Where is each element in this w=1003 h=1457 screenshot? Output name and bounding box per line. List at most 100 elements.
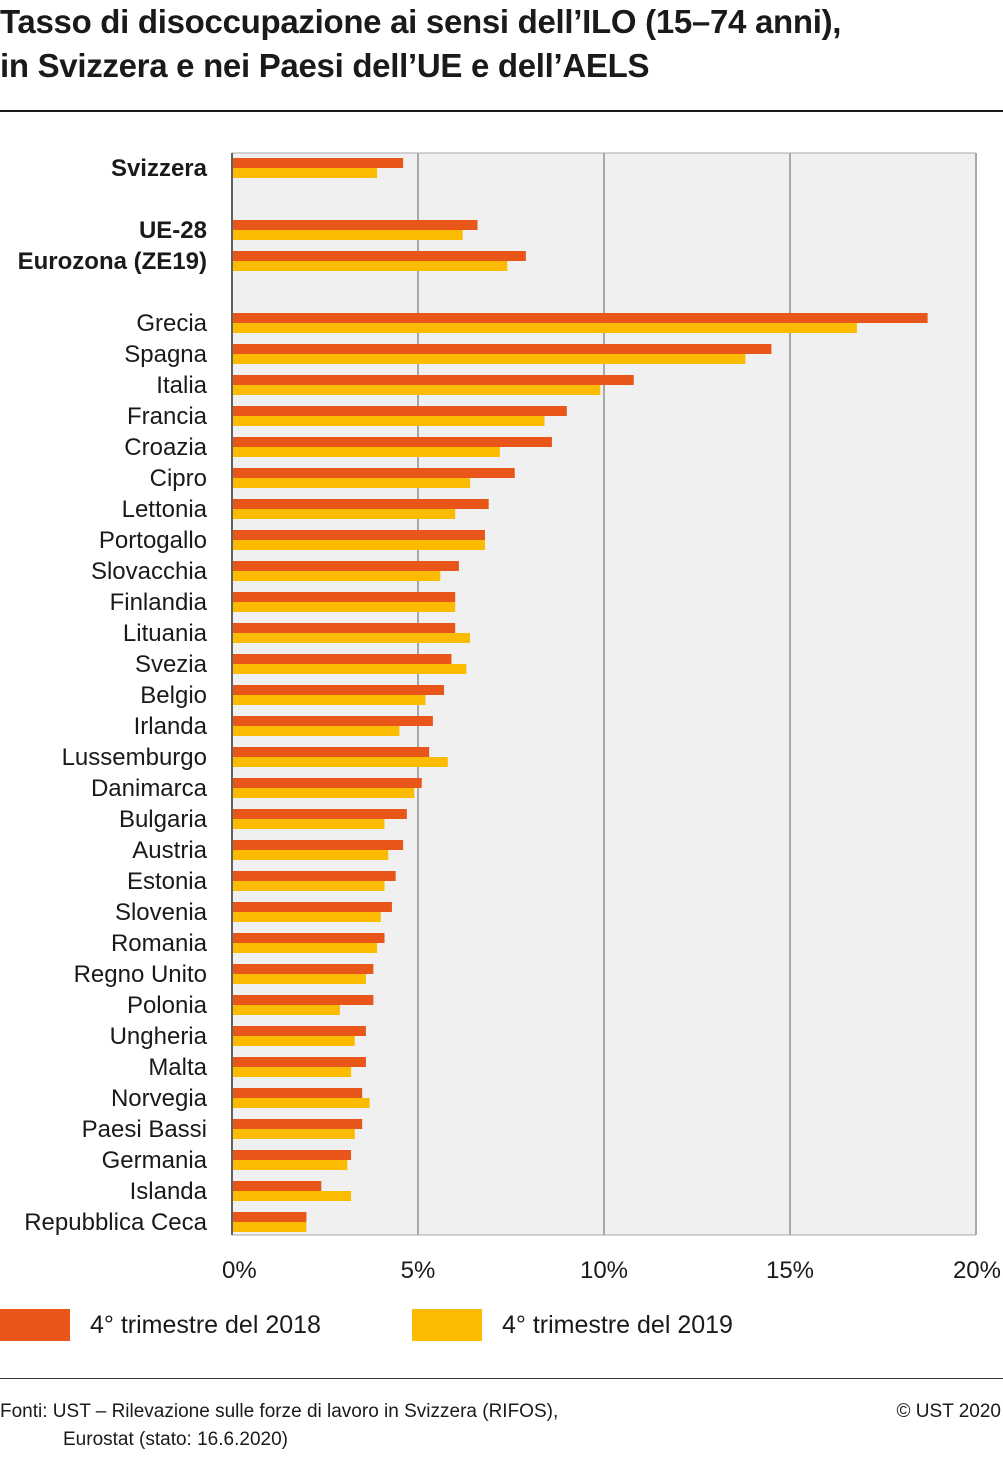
bar-2019 xyxy=(232,540,485,550)
legend-swatch-2018 xyxy=(0,1309,70,1341)
legend-label-2019: 4° trimestre del 2019 xyxy=(502,1311,733,1339)
x-tick-label: 20% xyxy=(953,1257,1001,1284)
category-label: Grecia xyxy=(136,310,207,337)
x-tick-label: 5% xyxy=(401,1257,436,1284)
category-label: Lituania xyxy=(123,620,208,647)
bar-2018 xyxy=(232,561,459,571)
bar-2018 xyxy=(232,933,385,943)
category-label: Austria xyxy=(132,837,207,864)
bar-2019 xyxy=(232,385,601,395)
bar-2019 xyxy=(232,509,456,519)
category-label: Svezia xyxy=(135,651,208,678)
category-label: Slovacchia xyxy=(91,558,208,585)
bar-2019 xyxy=(232,261,508,271)
category-label: Bulgaria xyxy=(119,806,208,833)
bar-2019 xyxy=(232,1222,307,1232)
bar-2019 xyxy=(232,323,857,333)
bar-2018 xyxy=(232,530,485,540)
category-label: Malta xyxy=(148,1054,207,1081)
category-label: Eurozona (ZE19) xyxy=(18,248,207,275)
bar-2019 xyxy=(232,819,385,829)
bar-2018 xyxy=(232,499,489,509)
bar-2019 xyxy=(232,1191,352,1201)
category-label: Italia xyxy=(156,372,207,399)
category-label: Svizzera xyxy=(111,155,208,182)
bar-2019 xyxy=(232,1067,352,1077)
category-label: Regno Unito xyxy=(74,961,207,988)
bar-2018 xyxy=(232,592,456,602)
title-divider xyxy=(0,110,1003,112)
bar-2019 xyxy=(232,354,746,364)
x-tick-label: 10% xyxy=(580,1257,628,1284)
bar-2018 xyxy=(232,871,396,881)
chart-title-line2: in Svizzera e nei Paesi dell’UE e dell’A… xyxy=(0,47,650,84)
bar-2019 xyxy=(232,168,378,178)
bar-2019 xyxy=(232,230,463,240)
bar-2018 xyxy=(232,623,456,633)
bar-2018 xyxy=(232,964,374,974)
bar-chart: 0% 5% 10% 15% 20% Svizzera UE-28 Eurozona (ZE19… xyxy=(18,152,1001,1284)
bar-2019 xyxy=(232,1005,340,1015)
bar-2019 xyxy=(232,1036,355,1046)
bar-2018 xyxy=(232,840,404,850)
bar-2019 xyxy=(232,912,381,922)
bar-2018 xyxy=(232,158,404,168)
source-note: Fonti: UST – Rilevazione sulle forze di … xyxy=(0,1398,1003,1454)
bar-2018 xyxy=(232,654,452,664)
category-label: Germania xyxy=(102,1147,208,1174)
copyright: © UST 2020 xyxy=(896,1401,1001,1422)
bar-2018 xyxy=(232,375,634,385)
bar-2019 xyxy=(232,416,545,426)
bar-2018 xyxy=(232,902,392,912)
category-label: Francia xyxy=(127,403,208,430)
bar-2018 xyxy=(232,685,445,695)
bar-2018 xyxy=(232,1212,307,1222)
bar-2018 xyxy=(232,1026,366,1036)
category-label: Spagna xyxy=(124,341,207,368)
legend-swatch-2019 xyxy=(412,1309,482,1341)
category-label: Finlandia xyxy=(110,589,208,616)
category-label: Repubblica Ceca xyxy=(24,1209,207,1236)
bar-2018 xyxy=(232,437,552,447)
bar-2019 xyxy=(232,726,400,736)
category-label: Danimarca xyxy=(91,775,208,802)
category-label: Polonia xyxy=(127,992,208,1019)
bar-2018 xyxy=(232,468,515,478)
bar-2019 xyxy=(232,881,385,891)
category-label: Lettonia xyxy=(122,496,208,523)
bar-2019 xyxy=(232,447,500,457)
bar-2018 xyxy=(232,1150,352,1160)
bar-2018 xyxy=(232,716,433,726)
category-label: Portogallo xyxy=(99,527,207,554)
bar-2018 xyxy=(232,1119,363,1129)
category-label: Irlanda xyxy=(134,713,208,740)
category-label: Norvegia xyxy=(111,1085,208,1112)
bar-2019 xyxy=(232,602,456,612)
source-line-1: Fonti: UST – Rilevazione sulle forze di … xyxy=(0,1401,559,1422)
chart-title: Tasso di disoccupazione ai sensi dell’IL… xyxy=(0,0,1003,88)
bar-2019 xyxy=(232,695,426,705)
bar-2018 xyxy=(232,778,422,788)
bar-2018 xyxy=(232,1088,363,1098)
category-label: Ungheria xyxy=(110,1023,208,1050)
bar-2019 xyxy=(232,788,415,798)
bar-2019 xyxy=(232,571,441,581)
bar-2019 xyxy=(232,478,471,488)
bar-2019 xyxy=(232,850,389,860)
category-label: Belgio xyxy=(140,682,207,709)
footer-divider xyxy=(0,1378,1003,1379)
bar-2018 xyxy=(232,995,374,1005)
category-label: UE-28 xyxy=(139,217,207,244)
category-label: Estonia xyxy=(127,868,208,895)
bar-2019 xyxy=(232,1129,355,1139)
x-tick-label: 15% xyxy=(766,1257,814,1284)
bar-2018 xyxy=(232,1181,322,1191)
category-label: Croazia xyxy=(124,434,207,461)
bar-2019 xyxy=(232,633,471,643)
bar-2018 xyxy=(232,220,478,230)
category-label: Lussemburgo xyxy=(62,744,207,771)
bar-2018 xyxy=(232,251,526,261)
bar-2019 xyxy=(232,1098,370,1108)
bar-2019 xyxy=(232,757,448,767)
category-label: Cipro xyxy=(150,465,207,492)
